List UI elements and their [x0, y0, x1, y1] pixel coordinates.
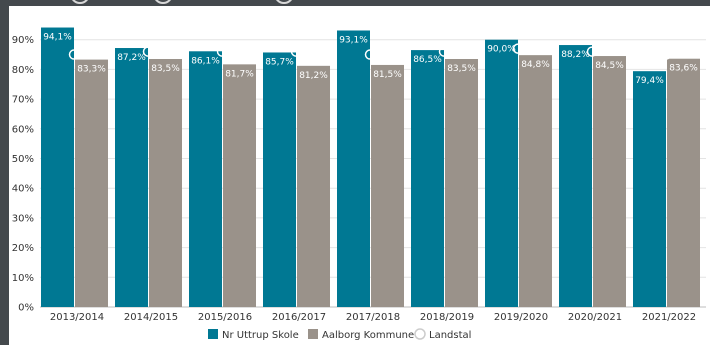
y-tick-label: 60% — [12, 124, 34, 135]
bar-series-1[interactable] — [263, 52, 296, 307]
bar-value-label: 84,8% — [521, 60, 550, 70]
bar-value-label: 81,5% — [373, 70, 402, 80]
bar-series-2[interactable] — [371, 64, 404, 307]
x-tick-label: 2018/2019 — [420, 312, 474, 323]
x-tick-label: 2021/2022 — [642, 312, 696, 323]
bar-series-2[interactable] — [667, 58, 700, 307]
window-left-border — [0, 0, 9, 345]
bar-value-label: 86,1% — [191, 56, 220, 66]
legend-swatch-series-1 — [208, 329, 218, 339]
bar-value-label: 90,0% — [487, 45, 516, 55]
bar-series-2[interactable] — [149, 59, 182, 307]
x-tick-label: 2013/2014 — [50, 312, 104, 323]
x-tick-label: 2017/2018 — [346, 312, 400, 323]
bar-series-1[interactable] — [411, 50, 444, 307]
landstal-marker[interactable] — [438, 46, 450, 57]
bar-value-label: 81,2% — [299, 71, 328, 81]
bar-value-label: 85,7% — [265, 57, 294, 67]
legend-label: Aalborg Kommune — [322, 330, 414, 341]
bar-series-2[interactable] — [297, 65, 330, 307]
x-tick-label: 2019/2020 — [494, 312, 548, 323]
bar-value-label: 83,3% — [77, 65, 106, 75]
y-tick-label: 0% — [18, 303, 34, 314]
bar-series-2[interactable] — [75, 59, 108, 307]
bar-value-label: 83,5% — [151, 64, 180, 74]
legend-label: Landstal — [429, 330, 471, 341]
x-tick-label: 2014/2015 — [124, 312, 178, 323]
y-tick-label: 30% — [12, 213, 34, 224]
landstal-marker[interactable] — [216, 46, 228, 57]
bar-value-label: 79,4% — [635, 76, 664, 86]
bar-value-label: 83,6% — [669, 64, 698, 74]
legend-marker-landstal — [414, 328, 426, 340]
landstal-marker[interactable] — [290, 46, 302, 57]
x-tick-label: 2020/2021 — [568, 312, 622, 323]
bar-value-label: 87,2% — [117, 53, 146, 63]
bar-series-2[interactable] — [593, 56, 626, 307]
bar-series-2[interactable] — [223, 64, 256, 307]
bar-value-label: 88,2% — [561, 50, 590, 60]
bar-value-label: 83,5% — [447, 64, 476, 74]
x-tick-label: 2016/2017 — [272, 312, 326, 323]
window-top-bar — [0, 0, 710, 6]
landstal-marker[interactable] — [512, 43, 524, 54]
bar-value-label: 84,5% — [595, 61, 624, 71]
y-tick-label: 10% — [12, 273, 34, 284]
bar-series-1[interactable] — [633, 71, 666, 307]
landstal-marker[interactable] — [660, 49, 672, 60]
landstal-marker[interactable] — [364, 49, 376, 60]
y-tick-label: 90% — [12, 35, 34, 46]
legend-swatch-series-2 — [308, 329, 318, 339]
bar-series-1[interactable] — [337, 30, 370, 307]
bar-series-1[interactable] — [41, 27, 74, 307]
y-tick-label: 40% — [12, 184, 34, 195]
landstal-marker[interactable] — [68, 49, 80, 60]
legend-label: Nr Uttrup Skole — [222, 330, 299, 341]
bar-value-label: 81,7% — [225, 69, 254, 79]
bar-value-label: 94,1% — [43, 33, 72, 43]
y-tick-label: 50% — [12, 154, 34, 165]
bar-value-label: 86,5% — [413, 55, 442, 65]
bar-series-1[interactable] — [189, 51, 222, 307]
bar-series-2[interactable] — [445, 59, 478, 307]
bar-series-1[interactable] — [485, 39, 518, 307]
bar-series-2[interactable] — [519, 55, 552, 308]
landstal-marker[interactable] — [142, 46, 154, 57]
bar-value-label: 93,1% — [339, 35, 368, 45]
x-tick-label: 2015/2016 — [198, 312, 252, 323]
landstal-marker[interactable] — [586, 46, 598, 57]
bar-series-1[interactable] — [559, 45, 592, 308]
y-tick-label: 70% — [12, 95, 34, 106]
y-tick-label: 20% — [12, 243, 34, 254]
y-tick-label: 80% — [12, 65, 34, 76]
bar-series-1[interactable] — [115, 48, 148, 308]
